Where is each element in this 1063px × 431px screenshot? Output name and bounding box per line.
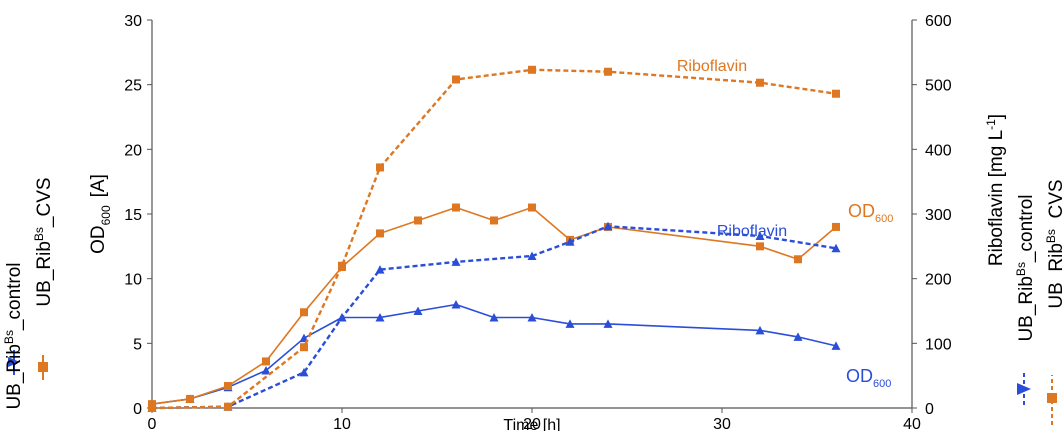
y-left-tick-label: 5	[133, 336, 142, 353]
data-point-triangle	[755, 231, 765, 240]
y-right-axis-label: Riboflavin [mg L-1]	[984, 114, 1007, 266]
x-tick-label: 20	[523, 416, 541, 431]
y-left-tick-label: 25	[124, 78, 142, 95]
data-point-triangle	[489, 312, 499, 322]
data-point-triangle	[375, 265, 385, 274]
data-point-square	[186, 394, 194, 403]
legend-label-cvs: UB_RibBs_CVS	[32, 177, 55, 306]
legend-entry-cvs-right: UB_RibBs_CVS	[1044, 179, 1063, 425]
data-point-triangle	[261, 365, 271, 375]
series-layer	[147, 65, 841, 412]
data-point-square	[832, 222, 840, 231]
data-point-triangle	[451, 300, 461, 309]
x-tick-label: 40	[903, 416, 921, 431]
y-right-tick-label: 500	[925, 78, 952, 95]
data-point-square	[452, 75, 460, 84]
legend-right: UB_RibBs_control UB_RibBs_CVS	[1014, 179, 1063, 425]
legend-left: UB_RibBs_control UB_RibBs_CVS	[2, 177, 55, 409]
annotation-od600-control: OD600	[846, 366, 891, 390]
data-point-square	[414, 216, 422, 225]
y-right-tick-label: 0	[925, 401, 934, 418]
legend-label-control-right: UB_RibBs_control	[1014, 194, 1037, 341]
data-point-triangle	[375, 312, 385, 322]
y-left-tick-label: 20	[124, 142, 142, 159]
triangle-marker-icon	[8, 357, 20, 367]
x-tick-label: 30	[713, 416, 731, 431]
legend-label-cvs-right: UB_RibBs_CVS	[1044, 179, 1063, 308]
data-point-square	[224, 382, 232, 391]
y-right-tick-label: 100	[925, 336, 952, 353]
y-left-tick-label: 15	[124, 207, 142, 224]
data-point-square	[148, 404, 156, 412]
data-point-triangle	[565, 237, 575, 246]
legend-label-control: UB_RibBs_control	[2, 262, 25, 409]
legend-entry-control-right: UB_RibBs_control	[1014, 194, 1037, 405]
square-marker-icon	[1047, 393, 1057, 403]
data-point-triangle	[603, 319, 613, 328]
data-point-triangle	[527, 312, 537, 322]
series-line-ctrl_od	[151, 303, 837, 405]
data-point-square	[300, 343, 308, 352]
data-point-triangle	[337, 312, 347, 322]
x-axis-label: Time [h]	[503, 417, 560, 431]
data-point-square	[832, 89, 840, 98]
data-point-triangle	[527, 251, 537, 261]
annotation-riboflavin-control: Riboflavin	[717, 223, 787, 240]
y-right-tick-label: 200	[925, 272, 952, 289]
data-point-triangle	[451, 257, 461, 266]
data-point-square	[756, 242, 764, 251]
y-left-axis-label: OD600[A]	[88, 174, 113, 254]
data-point-square	[224, 402, 232, 411]
data-point-square	[528, 65, 536, 74]
data-point-triangle	[565, 319, 575, 328]
data-point-square	[756, 78, 764, 87]
data-point-triangle	[831, 341, 841, 350]
x-tick-label: 10	[333, 416, 351, 431]
data-point-square	[300, 308, 308, 317]
data-point-square	[794, 255, 802, 264]
y-left-tick-label: 30	[124, 13, 142, 30]
data-point-triangle	[299, 367, 309, 377]
legend-entry-cvs-left: UB_RibBs_CVS	[32, 177, 55, 380]
annotation-od600-cvs: OD600	[848, 201, 893, 225]
y-right-tick-label: 600	[925, 13, 952, 30]
y-left-tick-label: 0	[133, 401, 142, 418]
y-right-tick-label: 300	[925, 207, 952, 224]
series-ctrl_od	[147, 300, 841, 409]
data-point-triangle	[831, 243, 841, 253]
data-point-square	[376, 163, 384, 172]
y-right-tick-label: 400	[925, 142, 952, 159]
x-tick-label: 0	[148, 416, 157, 431]
series-line-cvs_rib	[151, 68, 837, 410]
data-point-square	[262, 357, 270, 366]
data-point-square	[452, 203, 460, 212]
data-point-triangle	[603, 221, 613, 231]
data-point-triangle	[793, 332, 803, 341]
data-point-square	[604, 67, 612, 76]
annotation-riboflavin-cvs: Riboflavin	[677, 58, 747, 75]
data-point-square	[490, 216, 498, 225]
data-point-triangle	[755, 325, 765, 335]
series-line-cvs_od	[151, 206, 837, 405]
triangle-marker-icon	[1017, 383, 1031, 395]
y-left-tick-label: 10	[124, 272, 142, 289]
data-point-square	[338, 261, 346, 270]
legend-entry-control-left: UB_RibBs_control	[2, 262, 25, 409]
data-point-square	[528, 203, 536, 212]
series-cvs_rib	[148, 65, 840, 412]
square-marker-icon	[38, 362, 48, 372]
data-point-square	[376, 229, 384, 238]
data-point-triangle	[413, 306, 423, 315]
